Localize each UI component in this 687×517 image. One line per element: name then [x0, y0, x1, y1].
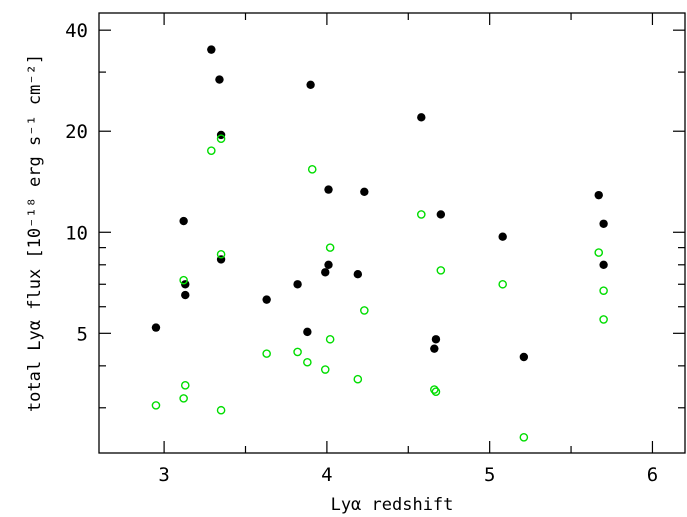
filled-data-point — [498, 232, 507, 241]
open-data-point — [179, 275, 188, 285]
filled-data-point — [431, 335, 441, 344]
open-data-point — [594, 248, 604, 257]
open-data-point — [320, 365, 330, 374]
filled-data-point — [207, 45, 216, 54]
filled-data-point — [179, 216, 188, 226]
filled-data-point — [417, 113, 426, 122]
filled-data-point — [324, 185, 333, 194]
axis-ticks — [99, 13, 685, 453]
y-tick-label: 5 — [77, 323, 88, 345]
filled-data-point — [181, 280, 190, 289]
open-data-point — [207, 146, 216, 155]
open-data-point — [216, 249, 226, 259]
open-data-point — [599, 286, 608, 295]
filled-data-point — [151, 323, 161, 332]
open-data-point — [179, 394, 188, 403]
open-data-point — [307, 165, 317, 174]
open-data-point — [416, 210, 426, 219]
axis-tick-labels: 3 4 5 6 5 10 20 40 — [65, 20, 658, 486]
open-data-point — [325, 334, 335, 344]
open-data-point — [599, 315, 608, 324]
open-data-point — [360, 306, 369, 315]
filled-data-point — [436, 210, 446, 219]
filled-data-point — [303, 327, 312, 337]
open-data-point — [519, 433, 529, 442]
filled-data-point — [215, 75, 224, 84]
filled-data-point — [360, 187, 369, 196]
open-data-point — [216, 405, 226, 415]
y-axis-title: total Lyα flux [10⁻¹⁸ erg s⁻¹ cm⁻²] — [25, 54, 45, 412]
y-tick-label: 40 — [65, 20, 88, 42]
x-tick-label: 4 — [321, 464, 332, 486]
filled-data-point — [293, 280, 302, 289]
plot-frame — [98, 12, 686, 454]
filled-data-point — [321, 268, 330, 277]
open-data-point — [325, 243, 335, 252]
y-tick-label: 20 — [65, 121, 88, 143]
open-data-point — [293, 347, 302, 357]
open-data-point — [303, 357, 312, 367]
x-tick-label: 6 — [647, 464, 658, 486]
filled-data-point — [306, 80, 315, 89]
filled-data-point — [599, 260, 608, 269]
open-data-point — [180, 381, 190, 390]
filled-data-point — [519, 352, 529, 362]
open-data-point — [436, 266, 446, 275]
filled-data-point — [353, 270, 363, 279]
open-data-point — [430, 385, 439, 394]
filled-data-point — [430, 344, 439, 353]
filled-data-point — [181, 290, 190, 300]
open-data-point — [151, 401, 161, 410]
x-tick-label: 3 — [158, 464, 169, 486]
x-tick-label: 5 — [484, 464, 495, 486]
filled-data-point — [594, 190, 603, 200]
filled-data-point — [324, 260, 333, 269]
open-data-point — [353, 374, 363, 384]
filled-data-point — [262, 295, 271, 304]
x-axis-title: Lyα redshift — [331, 495, 454, 515]
open-data-point — [498, 279, 507, 289]
filled-data-point — [599, 219, 608, 228]
open-data-point — [262, 349, 271, 358]
data-points — [151, 45, 608, 442]
y-tick-label: 10 — [65, 222, 88, 244]
open-data-point — [431, 387, 441, 396]
open-data-point — [216, 134, 226, 143]
